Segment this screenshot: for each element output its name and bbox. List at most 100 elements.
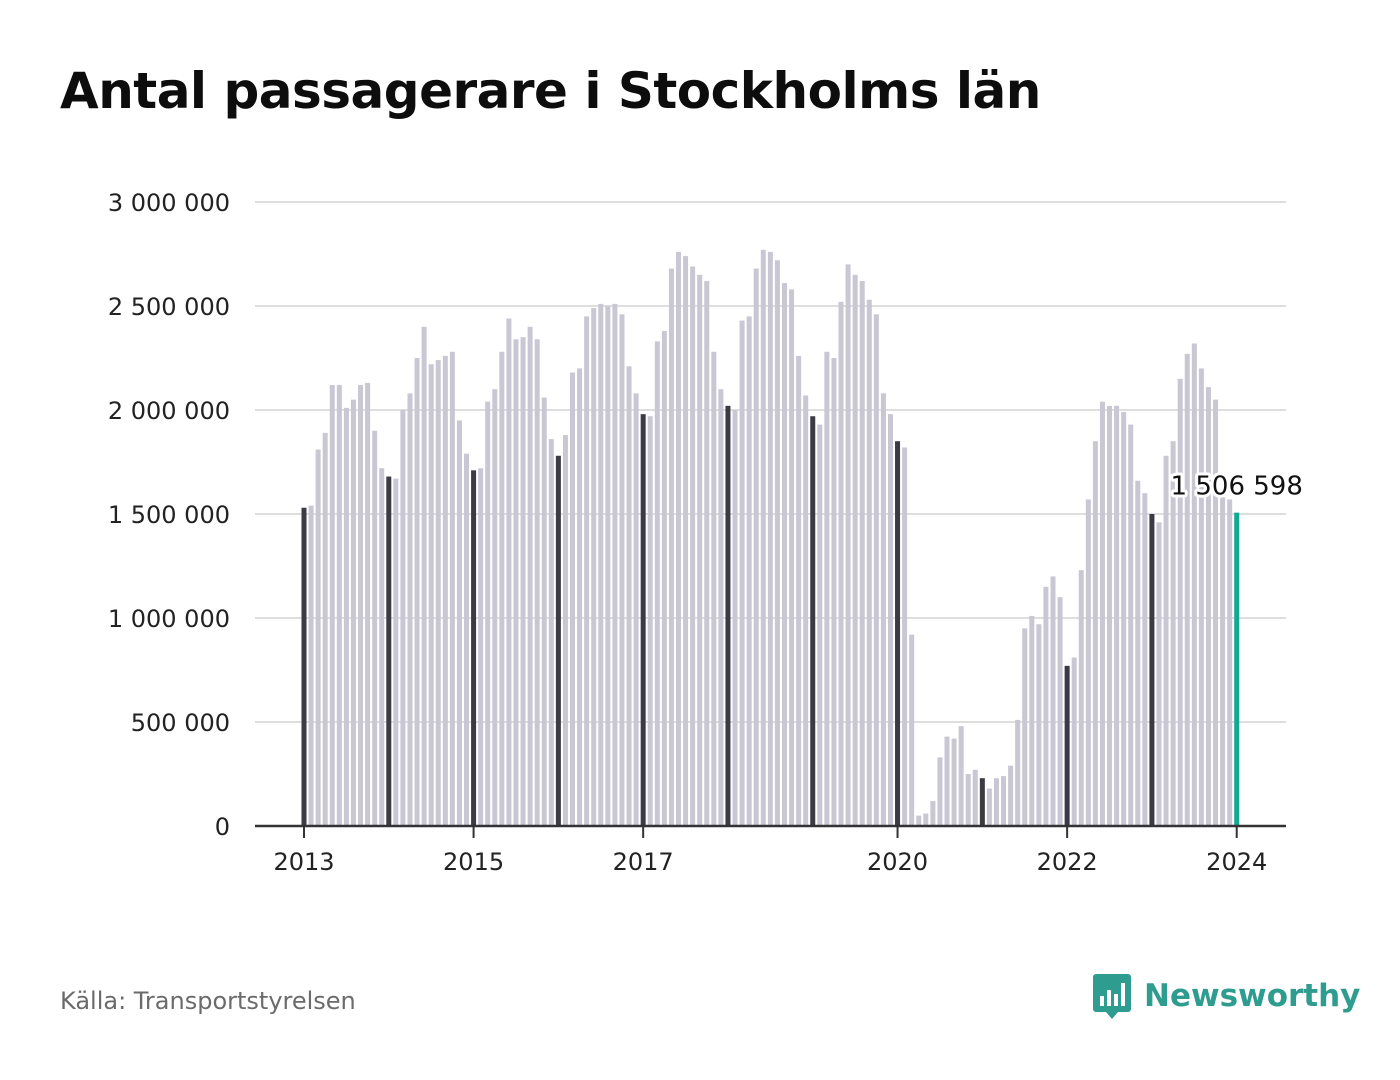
bar	[379, 468, 385, 826]
bar	[1099, 401, 1105, 826]
bar	[866, 299, 872, 826]
bar	[548, 439, 554, 826]
bar	[1205, 387, 1211, 826]
bar	[845, 264, 851, 826]
bar	[859, 281, 865, 826]
bar	[1085, 499, 1091, 826]
bar	[676, 251, 681, 827]
bar	[930, 801, 936, 826]
bar	[619, 314, 625, 826]
bar	[506, 318, 512, 826]
bar	[909, 634, 915, 826]
bar	[753, 268, 759, 826]
y-tick-label: 1 500 000	[108, 501, 230, 529]
bar	[1156, 522, 1162, 826]
annotation: 1 506 598	[1168, 469, 1306, 505]
bar	[633, 393, 639, 826]
bar	[1170, 441, 1176, 826]
bar	[718, 389, 724, 826]
bar	[817, 424, 823, 826]
y-tick-label: 3 000 000	[108, 189, 230, 217]
bar	[810, 416, 816, 826]
bar	[979, 778, 985, 826]
bar	[661, 330, 667, 826]
brand-logo[interactable]: Newsworthy	[1092, 970, 1360, 1022]
bar	[831, 358, 837, 826]
bar	[456, 420, 462, 826]
x-tick-label: 2013	[273, 848, 334, 876]
bar	[492, 389, 498, 826]
bar	[1163, 455, 1169, 826]
bar	[1121, 412, 1127, 826]
bar	[1057, 597, 1063, 826]
y-tick-label: 0	[215, 813, 230, 841]
bars	[301, 249, 1240, 827]
bar	[1135, 480, 1141, 826]
bar	[308, 505, 314, 826]
bar	[301, 507, 307, 826]
bar	[541, 397, 547, 826]
y-tick-label: 500 000	[131, 709, 230, 737]
bar	[449, 351, 455, 826]
bar	[322, 432, 328, 826]
bar	[711, 351, 717, 826]
bar	[626, 366, 632, 826]
bar	[527, 326, 533, 826]
bar	[435, 360, 441, 826]
bar	[1064, 665, 1070, 826]
bar	[520, 337, 526, 826]
bar	[562, 434, 568, 826]
bar	[781, 283, 787, 826]
y-tick-label: 1 000 000	[108, 605, 230, 633]
bar	[428, 364, 434, 826]
bar	[442, 355, 448, 826]
bar	[407, 393, 413, 826]
bar	[329, 385, 335, 826]
bar	[1198, 368, 1204, 826]
bar	[944, 736, 950, 826]
bar	[358, 385, 364, 826]
bar	[767, 251, 773, 827]
y-tick-label: 2 000 000	[108, 397, 230, 425]
bar	[902, 447, 908, 826]
bar	[499, 351, 505, 826]
bar	[739, 320, 745, 826]
bar	[803, 395, 809, 826]
bar	[725, 405, 731, 826]
bar	[732, 410, 738, 826]
bar	[951, 738, 957, 826]
bar	[485, 401, 491, 826]
bar	[916, 815, 922, 826]
bar	[880, 393, 886, 826]
bar	[1177, 378, 1183, 826]
source-note: Källa: Transportstyrelsen	[60, 987, 356, 1015]
x-tick-label: 2020	[867, 848, 928, 876]
bar	[760, 249, 766, 827]
bar	[887, 414, 893, 826]
bar	[471, 470, 477, 826]
y-tick-label: 2 500 000	[108, 293, 230, 321]
bar	[895, 441, 901, 826]
bar	[704, 281, 710, 826]
bar	[591, 308, 597, 827]
x-tick-label: 2017	[613, 848, 674, 876]
bar	[1107, 405, 1113, 826]
bar	[1001, 776, 1007, 826]
bar	[1043, 586, 1049, 826]
bar	[923, 813, 929, 826]
bar	[400, 410, 406, 826]
y-axis-labels: 0 500 000 1 000 000 1 500 000 2 000 000 2 500…	[108, 189, 230, 841]
bar	[598, 303, 604, 826]
bar	[1029, 615, 1035, 826]
bar	[315, 449, 321, 826]
bar	[1128, 424, 1134, 826]
bar	[1071, 657, 1077, 826]
bar	[464, 453, 470, 826]
bar	[1184, 353, 1190, 826]
bar	[1036, 624, 1042, 826]
bar	[1050, 576, 1056, 826]
bar	[937, 757, 943, 826]
bar	[350, 399, 356, 826]
x-tick-label: 2015	[443, 848, 504, 876]
